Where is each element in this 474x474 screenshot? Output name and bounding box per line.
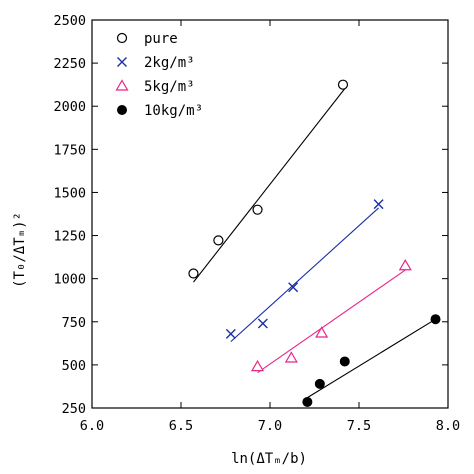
data-point-series-3 — [302, 396, 313, 407]
x-tick-label: 7.0 — [258, 418, 282, 434]
fit-line-series-1 — [230, 207, 379, 343]
legend-marker-series-0 — [116, 32, 128, 44]
y-tick-label: 2250 — [53, 56, 86, 72]
axis-tick-labels: 6.0 6.5 7.0 7.5 8.0 250 500 750 1000 1250 1500 1750… — [53, 13, 460, 434]
data-point-series-1 — [288, 282, 299, 293]
legend-label-series-1: 2kg/m³ — [144, 55, 195, 71]
fit-line-series-2 — [257, 269, 406, 374]
y-tick-label: 1250 — [53, 229, 86, 245]
y-tick-label: 2000 — [53, 99, 86, 115]
data-point-series-1 — [373, 199, 384, 210]
data-point-series-3 — [314, 378, 325, 389]
legend-marker-series-3 — [117, 105, 127, 115]
data-point-series-2 — [398, 259, 412, 271]
legend-label-series-0: pure — [144, 31, 178, 47]
x-tick-label: 6.5 — [169, 418, 193, 434]
y-tick-label: 2500 — [53, 13, 86, 29]
data-point-series-0 — [337, 79, 349, 90]
legend: pure 2kg/m³ 5kg/m³ 10kg/m³ — [115, 31, 203, 119]
x-tick-label: 6.0 — [80, 418, 104, 434]
x-tick-label: 7.5 — [347, 418, 371, 434]
y-tick-label: 1500 — [53, 185, 86, 201]
data-point-series-2 — [315, 326, 329, 338]
legend-label-series-3: 10kg/m³ — [144, 103, 203, 119]
legend-label-series-2: 5kg/m³ — [144, 79, 195, 95]
y-tick-label: 1000 — [53, 272, 86, 288]
data-point-series-0 — [213, 235, 224, 246]
data-point-series-0 — [252, 204, 263, 215]
data-point-series-2 — [284, 351, 298, 363]
data-point-series-3 — [430, 314, 441, 325]
axis-ticks — [91, 19, 449, 409]
y-axis-title: (T₀/ΔTₘ)² — [12, 212, 28, 288]
data-point-series-1 — [225, 328, 236, 339]
legend-marker-series-1 — [117, 57, 127, 67]
fit-line-series-0 — [193, 86, 347, 283]
x-tick-label: 8.0 — [436, 418, 460, 434]
y-tick-label: 250 — [62, 401, 86, 417]
legend-marker-series-2 — [115, 79, 129, 91]
data-point-series-1 — [257, 318, 268, 329]
data-point-series-2 — [250, 359, 265, 372]
y-tick-label: 750 — [62, 315, 86, 331]
data-point-series-0 — [188, 268, 199, 279]
y-tick-label: 500 — [62, 358, 86, 374]
data-markers — [188, 79, 441, 407]
y-tick-label: 1750 — [53, 142, 86, 158]
x-axis-title: ln(ΔTₘ/b) — [231, 451, 307, 467]
fit-line-series-3 — [307, 318, 436, 399]
data-point-series-3 — [339, 356, 350, 367]
fit-lines — [193, 86, 436, 399]
